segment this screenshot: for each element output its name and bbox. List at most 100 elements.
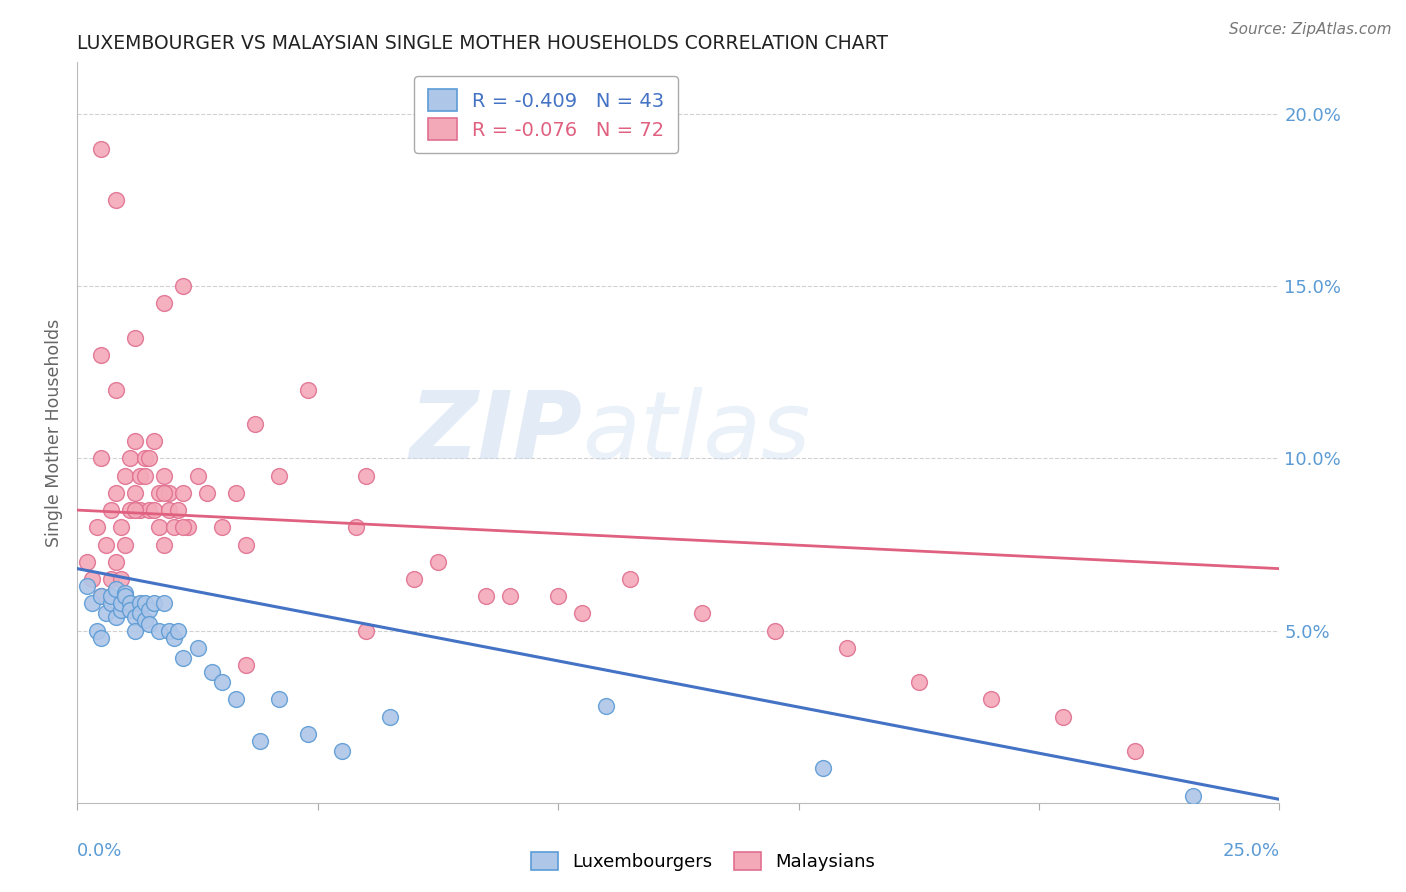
- Point: [153, 537, 176, 551]
- Point: [128, 596, 150, 610]
- Point: [96, 607, 118, 621]
- Point: [114, 468, 136, 483]
- Point: [195, 486, 218, 500]
- Point: [148, 624, 170, 638]
- Point: [124, 624, 146, 638]
- Point: [571, 607, 593, 621]
- Point: [148, 520, 170, 534]
- Point: [908, 675, 931, 690]
- Point: [104, 383, 127, 397]
- Point: [692, 607, 714, 621]
- Point: [427, 555, 450, 569]
- Point: [143, 503, 166, 517]
- Legend: R = -0.409   N = 43, R = -0.076   N = 72: R = -0.409 N = 43, R = -0.076 N = 72: [415, 76, 678, 153]
- Point: [138, 603, 160, 617]
- Point: [76, 555, 98, 569]
- Point: [104, 582, 127, 597]
- Point: [475, 589, 498, 603]
- Point: [811, 761, 834, 775]
- Point: [100, 572, 122, 586]
- Point: [120, 603, 142, 617]
- Point: [134, 613, 156, 627]
- Point: [235, 658, 257, 673]
- Text: ZIP: ZIP: [409, 386, 582, 479]
- Point: [86, 624, 108, 638]
- Point: [114, 586, 136, 600]
- Point: [128, 503, 150, 517]
- Point: [114, 537, 136, 551]
- Text: LUXEMBOURGER VS MALAYSIAN SINGLE MOTHER HOUSEHOLDS CORRELATION CHART: LUXEMBOURGER VS MALAYSIAN SINGLE MOTHER …: [77, 34, 889, 53]
- Point: [835, 640, 858, 655]
- Point: [153, 468, 176, 483]
- Point: [153, 486, 176, 500]
- Point: [763, 624, 786, 638]
- Point: [211, 675, 233, 690]
- Point: [110, 603, 132, 617]
- Point: [269, 692, 291, 706]
- Point: [104, 555, 127, 569]
- Point: [162, 520, 184, 534]
- Point: [128, 468, 150, 483]
- Point: [225, 692, 247, 706]
- Point: [595, 699, 617, 714]
- Point: [297, 727, 319, 741]
- Point: [90, 589, 112, 603]
- Point: [124, 434, 146, 449]
- Point: [134, 596, 156, 610]
- Point: [80, 596, 103, 610]
- Legend: Luxembourgers, Malaysians: Luxembourgers, Malaysians: [523, 845, 883, 879]
- Point: [354, 468, 377, 483]
- Point: [124, 331, 146, 345]
- Point: [157, 624, 180, 638]
- Point: [167, 624, 190, 638]
- Point: [619, 572, 641, 586]
- Text: 0.0%: 0.0%: [77, 842, 122, 860]
- Point: [138, 503, 160, 517]
- Point: [143, 434, 166, 449]
- Point: [499, 589, 522, 603]
- Point: [110, 596, 132, 610]
- Point: [104, 193, 127, 207]
- Point: [134, 451, 156, 466]
- Point: [90, 451, 112, 466]
- Point: [201, 665, 224, 679]
- Text: Source: ZipAtlas.com: Source: ZipAtlas.com: [1229, 22, 1392, 37]
- Point: [297, 383, 319, 397]
- Point: [148, 486, 170, 500]
- Point: [1052, 709, 1074, 723]
- Point: [134, 468, 156, 483]
- Point: [120, 596, 142, 610]
- Point: [344, 520, 367, 534]
- Point: [128, 607, 150, 621]
- Point: [80, 572, 103, 586]
- Point: [120, 451, 142, 466]
- Point: [547, 589, 569, 603]
- Point: [76, 579, 98, 593]
- Point: [124, 486, 146, 500]
- Point: [172, 279, 194, 293]
- Point: [235, 537, 257, 551]
- Point: [186, 640, 209, 655]
- Point: [211, 520, 233, 534]
- Y-axis label: Single Mother Households: Single Mother Households: [45, 318, 63, 547]
- Point: [225, 486, 247, 500]
- Point: [124, 610, 146, 624]
- Point: [378, 709, 401, 723]
- Point: [1123, 744, 1146, 758]
- Point: [157, 503, 180, 517]
- Text: atlas: atlas: [582, 387, 810, 478]
- Point: [114, 589, 136, 603]
- Point: [104, 486, 127, 500]
- Point: [354, 624, 377, 638]
- Point: [153, 296, 176, 310]
- Point: [104, 610, 127, 624]
- Point: [86, 520, 108, 534]
- Point: [90, 348, 112, 362]
- Point: [100, 589, 122, 603]
- Point: [172, 520, 194, 534]
- Point: [172, 651, 194, 665]
- Point: [162, 631, 184, 645]
- Point: [980, 692, 1002, 706]
- Point: [269, 468, 291, 483]
- Point: [100, 503, 122, 517]
